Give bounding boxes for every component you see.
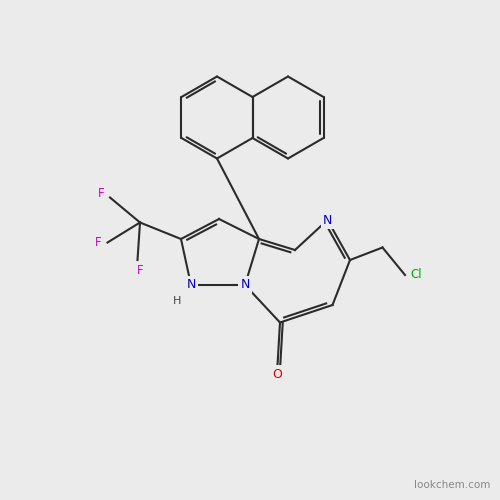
Text: N: N xyxy=(323,214,332,226)
Text: N: N xyxy=(186,278,196,291)
Text: O: O xyxy=(272,368,282,380)
Text: Cl: Cl xyxy=(410,268,422,281)
Text: F: F xyxy=(136,264,143,278)
Text: H: H xyxy=(173,296,181,306)
Text: F: F xyxy=(98,187,104,200)
Text: lookchem.com: lookchem.com xyxy=(414,480,490,490)
Text: N: N xyxy=(240,278,250,291)
Text: F: F xyxy=(95,236,102,249)
